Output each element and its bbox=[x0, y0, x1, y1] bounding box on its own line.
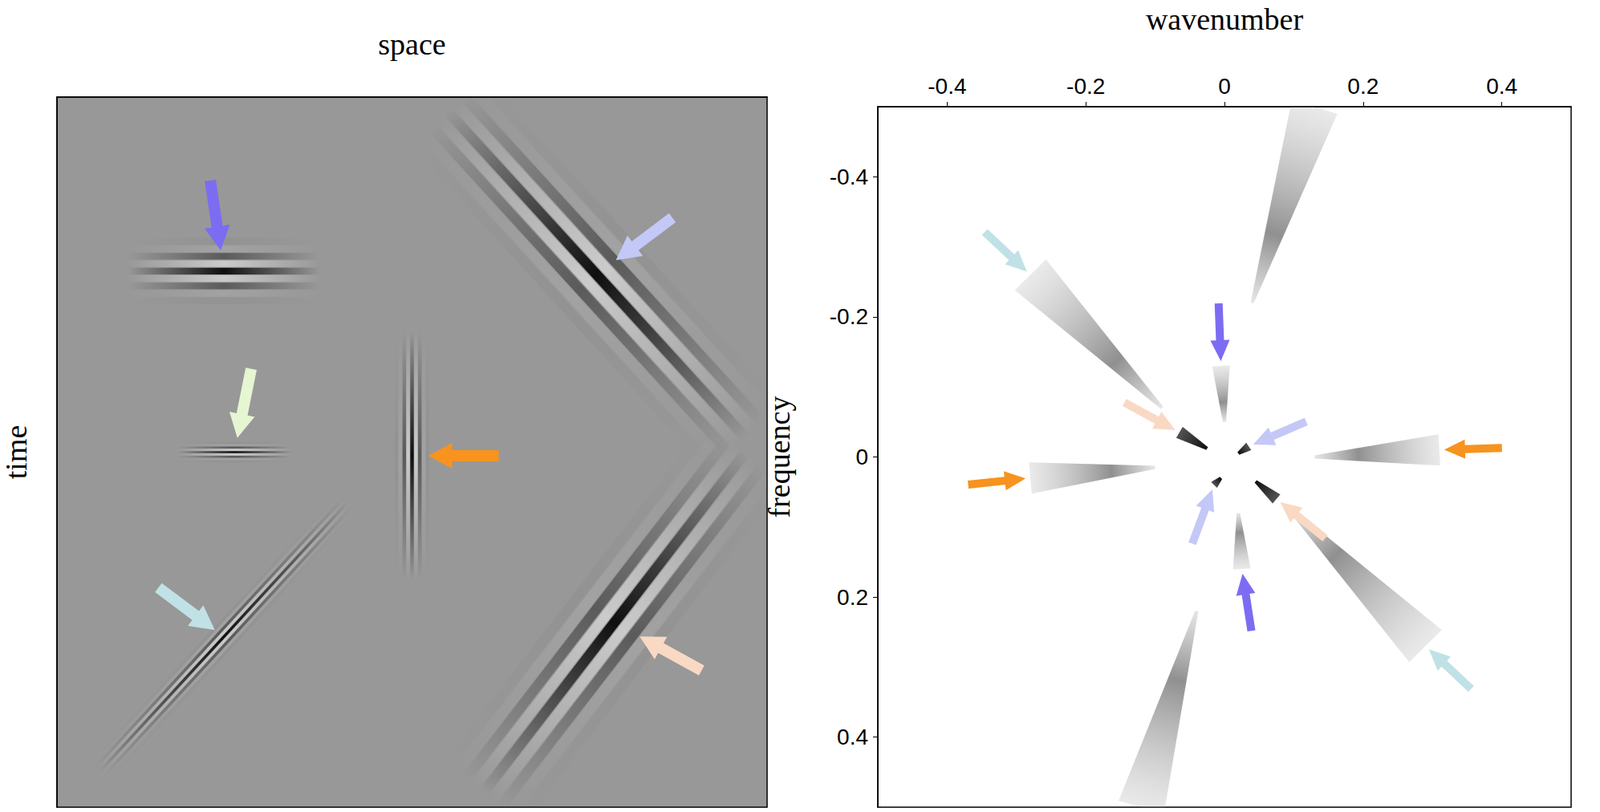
svg-text:time: time bbox=[0, 425, 33, 480]
svg-text:0: 0 bbox=[855, 444, 869, 470]
svg-text:-0.4: -0.4 bbox=[927, 73, 967, 99]
svg-text:0: 0 bbox=[1218, 73, 1231, 99]
svg-text:wavenumber: wavenumber bbox=[1145, 2, 1304, 37]
svg-text:0.2: 0.2 bbox=[836, 584, 869, 610]
svg-text:-0.2: -0.2 bbox=[1066, 73, 1105, 99]
svg-text:0.4: 0.4 bbox=[1486, 73, 1518, 99]
svg-text:frequency: frequency bbox=[762, 396, 796, 519]
svg-text:0.2: 0.2 bbox=[1347, 73, 1379, 99]
svg-text:space: space bbox=[377, 27, 446, 61]
svg-text:0.4: 0.4 bbox=[836, 724, 869, 750]
svg-text:-0.2: -0.2 bbox=[829, 304, 869, 329]
svg-text:-0.4: -0.4 bbox=[829, 164, 869, 190]
